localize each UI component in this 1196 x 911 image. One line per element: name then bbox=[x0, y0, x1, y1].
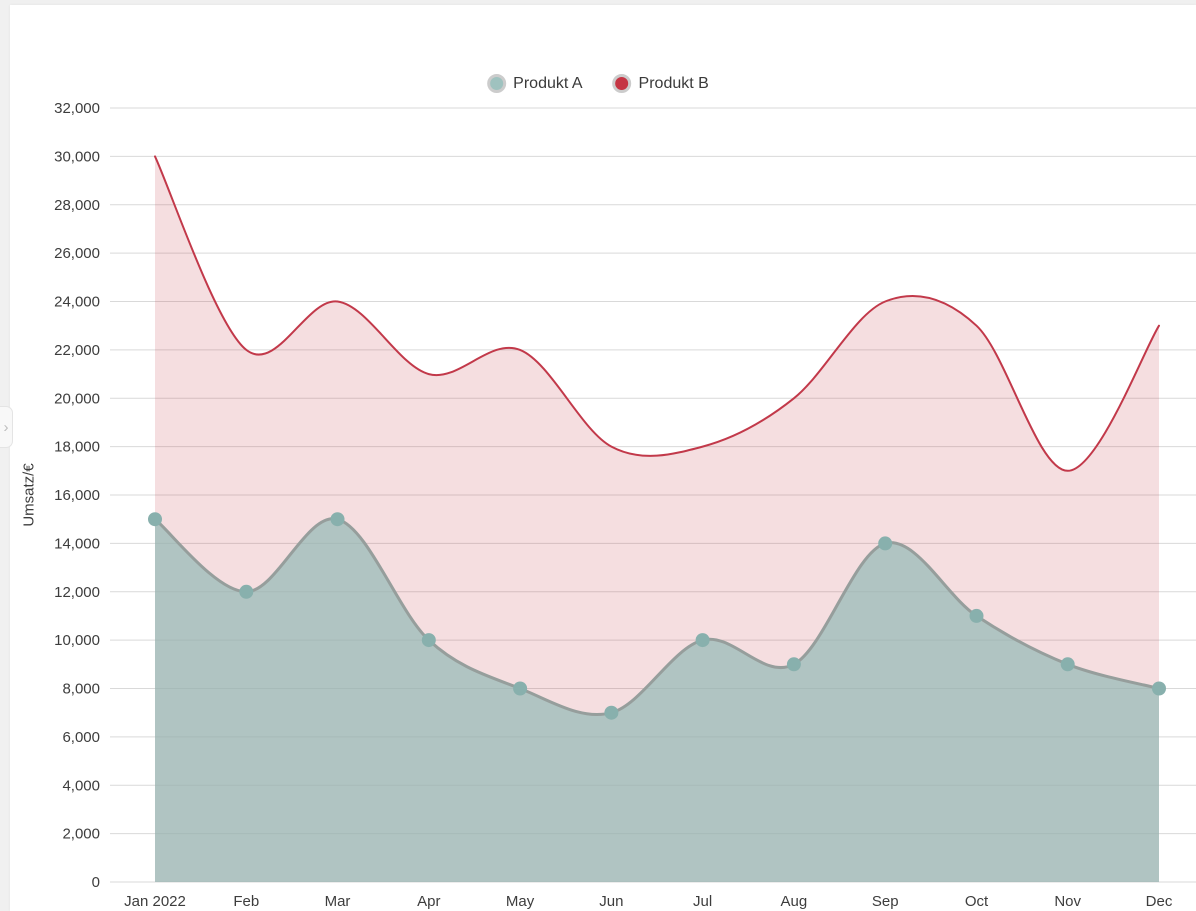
x-tick-label: Mar bbox=[325, 893, 351, 910]
y-tick-label: 32,000 bbox=[54, 100, 100, 117]
legend-item-produkt-b[interactable]: Produkt B bbox=[612, 74, 709, 93]
produkt-a-data-point-dot[interactable] bbox=[878, 536, 893, 551]
produkt-a-data-point-dot[interactable] bbox=[421, 633, 436, 648]
produkt-a-data-point-dot[interactable] bbox=[239, 584, 254, 599]
y-tick-label: 14,000 bbox=[54, 535, 100, 552]
y-tick-label: 30,000 bbox=[54, 148, 100, 165]
x-tick-label: Jul bbox=[693, 893, 712, 910]
y-tick-label: 6,000 bbox=[62, 729, 100, 746]
produkt-b-line bbox=[154, 155, 1160, 472]
produkt-a-legend-marker bbox=[487, 74, 507, 93]
x-tick-label: Jan 2022 bbox=[124, 893, 186, 910]
chevron-right-icon: › bbox=[3, 418, 9, 436]
produkt-a-data-point-dot[interactable] bbox=[148, 512, 162, 527]
y-tick-label: 24,000 bbox=[54, 294, 100, 311]
y-tick-label: 26,000 bbox=[54, 245, 100, 262]
produkt-a-data-point-dot[interactable] bbox=[604, 705, 619, 720]
legend-label: Produkt A bbox=[513, 74, 583, 92]
y-tick-label: 0 bbox=[92, 874, 100, 891]
x-tick-label: Feb bbox=[233, 893, 259, 910]
y-tick-label: 20,000 bbox=[54, 390, 100, 407]
chart-legend: Produkt A Produkt B bbox=[487, 74, 709, 93]
y-tick-label: 28,000 bbox=[54, 197, 100, 214]
y-tick-label: 12,000 bbox=[54, 584, 100, 601]
x-tick-label: Oct bbox=[965, 893, 989, 910]
produkt-a-data-point-dot[interactable] bbox=[513, 681, 528, 696]
panel-expand-toggle[interactable]: › bbox=[0, 406, 13, 448]
x-tick-label: Sep bbox=[872, 893, 899, 910]
y-tick-label: 22,000 bbox=[54, 342, 100, 359]
produkt-a-data-point-dot[interactable] bbox=[330, 512, 345, 527]
y-tick-label: 8,000 bbox=[62, 681, 100, 698]
produkt-a-data-point-dot[interactable] bbox=[1152, 681, 1166, 696]
y-tick-label: 16,000 bbox=[54, 487, 100, 504]
y-tick-label: 18,000 bbox=[54, 439, 100, 456]
y-tick-label: 2,000 bbox=[62, 826, 100, 843]
x-tick-label: Dec bbox=[1146, 893, 1173, 910]
x-tick-label: Nov bbox=[1054, 893, 1081, 910]
x-tick-label: Apr bbox=[417, 893, 440, 910]
y-tick-label: 10,000 bbox=[54, 632, 100, 649]
produkt-a-data-point-dot[interactable] bbox=[695, 633, 710, 648]
produkt-a-data-point-dot[interactable] bbox=[1060, 657, 1075, 672]
produkt-a-data-point-dot[interactable] bbox=[969, 608, 984, 623]
legend-item-produkt-a[interactable]: Produkt A bbox=[487, 74, 583, 93]
legend-label: Produkt B bbox=[638, 74, 709, 92]
x-tick-label: Jun bbox=[599, 893, 623, 910]
y-axis-title: Umsatz/€ bbox=[20, 463, 38, 527]
produkt-b-legend-marker bbox=[612, 74, 632, 93]
y-tick-label: 4,000 bbox=[62, 777, 100, 794]
x-tick-label: May bbox=[506, 893, 535, 910]
x-tick-label: Aug bbox=[781, 893, 808, 910]
produkt-a-data-point-dot[interactable] bbox=[786, 657, 801, 672]
produkt-a-area bbox=[155, 518, 1159, 882]
